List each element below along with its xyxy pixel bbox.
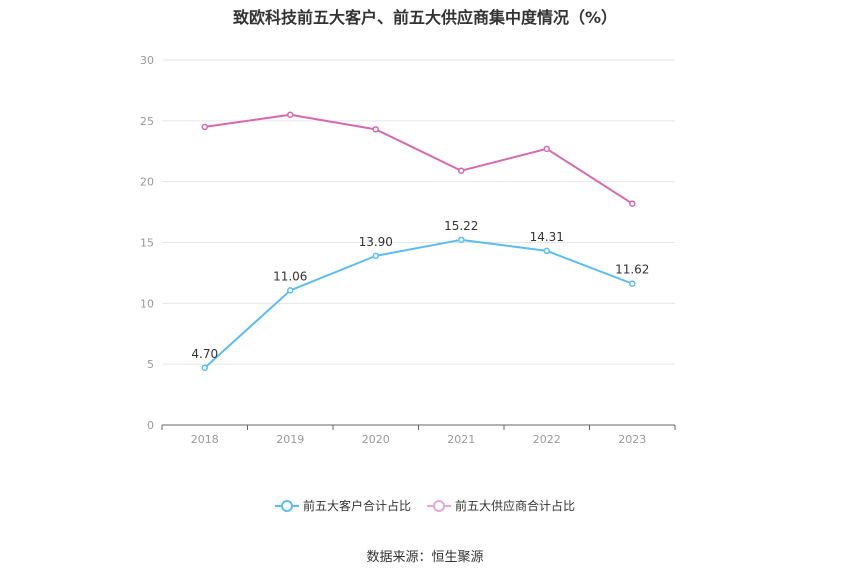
x-tick-label: 2023 [618, 433, 646, 446]
series [201, 111, 636, 372]
data-label: 11.06 [273, 269, 307, 283]
y-tick-label: 5 [147, 358, 154, 371]
legend-label-suppliers: 前五大供应商合计占比 [455, 499, 576, 513]
y-tick-label: 0 [147, 419, 154, 432]
legend-label-customers: 前五大客户合计占比 [302, 499, 411, 513]
data-point[interactable] [458, 167, 465, 174]
data-point[interactable] [372, 126, 379, 133]
data-point[interactable] [629, 200, 636, 207]
data-point[interactable] [629, 280, 636, 287]
data-labels: 4.70 11.06 13.90 15.22 14.31 11.62 [191, 219, 649, 361]
data-point[interactable] [458, 236, 465, 244]
y-tick-label: 30 [140, 54, 154, 67]
data-point[interactable] [372, 252, 379, 260]
data-label: 15.22 [444, 219, 478, 233]
data-point[interactable] [543, 145, 550, 153]
x-tick-label: 2019 [276, 433, 304, 446]
y-tick-label: 15 [140, 237, 154, 250]
legend-marker-customers [274, 499, 299, 512]
axes: 0 5 10 15 20 25 30 2018 2019 2020 2021 2022 2023 [140, 54, 676, 446]
x-tick-label: 2021 [447, 433, 475, 446]
data-point[interactable] [287, 111, 294, 118]
legend: 前五大客户合计占比 前五大供应商合计占比 [0, 497, 850, 514]
data-label: 13.90 [359, 235, 393, 249]
data-point[interactable] [201, 364, 208, 372]
data-label: 14.31 [530, 230, 564, 244]
data-label: 4.70 [191, 347, 218, 361]
legend-item-suppliers[interactable]: 前五大供应商合计占比 [427, 497, 575, 514]
data-point[interactable] [543, 247, 550, 255]
data-label: 11.62 [615, 263, 649, 277]
data-point[interactable] [287, 287, 294, 294]
y-tick-label: 10 [140, 297, 154, 310]
x-tick-label: 2020 [362, 433, 390, 446]
data-point[interactable] [201, 123, 208, 131]
series-line-1 [204, 113, 633, 205]
legend-marker-suppliers [427, 499, 451, 512]
source-note: 数据来源：恒生聚源 [366, 550, 484, 565]
x-tick-label: 2022 [533, 433, 561, 446]
chart-title: 致欧科技前五大客户、前五大供应商集中度情况（%） [232, 8, 618, 27]
grid-lines [162, 59, 675, 365]
y-tick-label: 20 [140, 176, 154, 189]
x-tick-label: 2018 [191, 433, 219, 446]
series-line-0 [204, 238, 633, 369]
legend-item-customers[interactable]: 前五大客户合计占比 [274, 497, 411, 514]
y-tick-label: 25 [140, 115, 154, 128]
